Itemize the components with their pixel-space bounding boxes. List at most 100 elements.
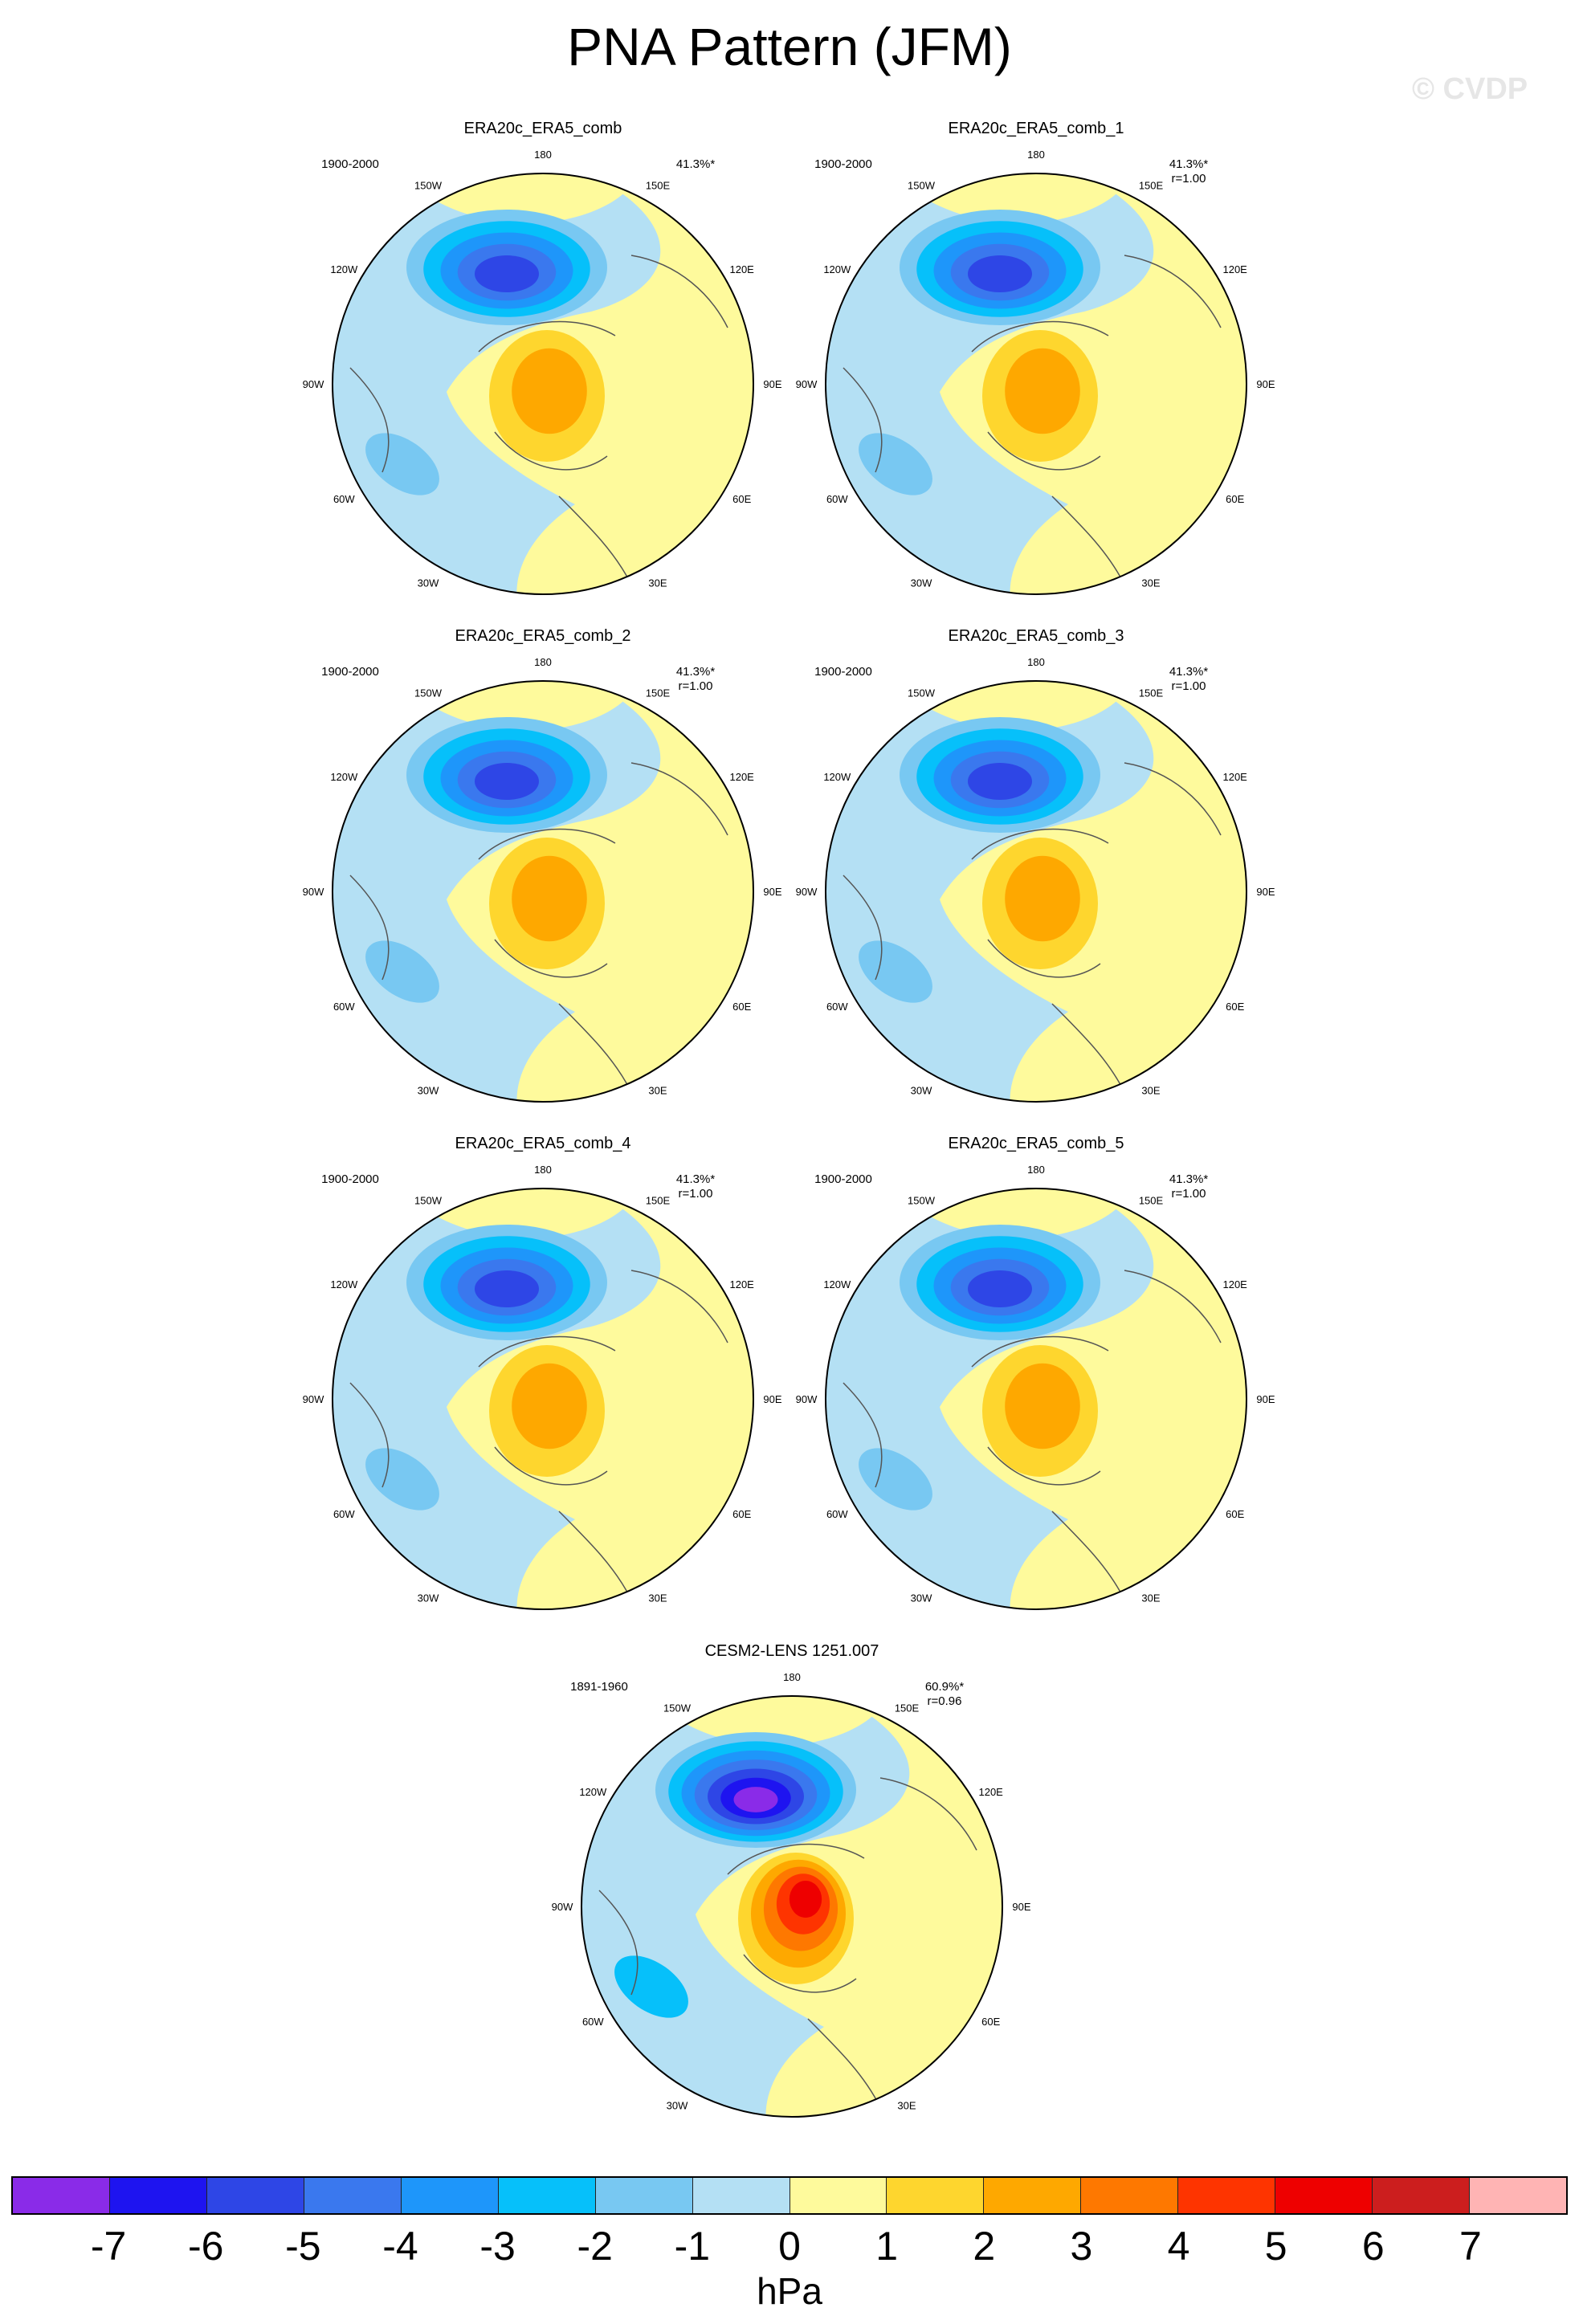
panel-percent-variance: 60.9%* <box>924 1680 965 1694</box>
longitude-label: 30E <box>648 577 667 589</box>
longitude-label: 30E <box>897 2100 916 2112</box>
longitude-label: 120E <box>729 1278 754 1290</box>
colorbar-tick-label: -3 <box>479 2224 516 2269</box>
contour-fill <box>512 1363 587 1449</box>
map-panel: ERA20c_ERA5_comb_3 1900-2000 41.3%* r=1.… <box>787 626 1285 1108</box>
map-boundary <box>332 680 754 1103</box>
longitude-label: 150E <box>1139 1194 1164 1206</box>
contour-fill <box>365 1448 439 1511</box>
longitude-label: 90W <box>303 886 324 898</box>
colorbar-tick-label: -5 <box>285 2224 321 2269</box>
longitude-label: 90W <box>303 378 324 390</box>
longitude-label: 90E <box>1012 1901 1030 1913</box>
coastline <box>843 1270 1222 1600</box>
longitude-label: 60E <box>1226 493 1244 505</box>
panel-percent-variance: 41.3%* <box>1169 665 1209 679</box>
colorbar-box <box>1178 2178 1276 2213</box>
longitude-label: 150W <box>414 1194 443 1206</box>
panel-percent-variance: 41.3%* <box>675 157 716 171</box>
colorbar-tick-label: 3 <box>1070 2224 1093 2269</box>
longitude-label: 30E <box>648 1592 667 1604</box>
contour-fill <box>631 1696 892 1746</box>
map-panel: ERA20c_ERA5_comb_4 1900-2000 41.3%* r=1.… <box>294 1134 792 1616</box>
colorbar-tick-label: -7 <box>90 2224 127 2269</box>
map-boundary <box>825 1188 1247 1610</box>
panel-correlation: r=1.00 <box>1171 1187 1206 1201</box>
contour-field <box>333 681 753 1102</box>
contour-fill <box>940 1189 1246 1609</box>
panel-correlation: r=1.00 <box>1171 679 1206 693</box>
contour-fill <box>512 855 587 942</box>
contour-fill <box>968 1270 1032 1308</box>
longitude-label: 120E <box>729 771 754 783</box>
longitude-label: 30E <box>1141 1592 1160 1604</box>
panel-correlation: r=0.96 <box>927 1694 962 1708</box>
longitude-label: 120W <box>823 263 851 275</box>
contour-fill <box>365 940 439 1003</box>
longitude-label: 180 <box>534 656 552 668</box>
coastline <box>843 762 1222 1093</box>
contour-field <box>826 173 1246 594</box>
colorbar-box <box>206 2178 304 2213</box>
colorbar-box <box>887 2178 985 2213</box>
longitude-label: 90W <box>796 1393 818 1405</box>
panel-correlation: r=1.00 <box>678 1187 713 1201</box>
colorbar-box <box>1373 2178 1471 2213</box>
colorbar-tick-label: -2 <box>577 2224 613 2269</box>
page-title: PNA Pattern (JFM) <box>567 17 1012 76</box>
contour-fill <box>968 255 1032 293</box>
longitude-label: 30W <box>667 2100 688 2112</box>
map-boundary <box>332 1188 754 1610</box>
polar-map: 180150E120E90E60E30E030W60W90W120W150W <box>796 149 1275 595</box>
colorbar-box <box>1081 2178 1179 2213</box>
contour-fill <box>512 348 587 434</box>
longitude-label: 90E <box>763 378 781 390</box>
longitude-label: 180 <box>1027 1164 1045 1176</box>
panel-percent-variance: 41.3%* <box>1169 1172 1209 1186</box>
longitude-label: 90W <box>552 1901 573 1913</box>
longitude-label: 30W <box>418 1085 439 1097</box>
longitude-label: 90E <box>763 1393 781 1405</box>
longitude-label: 150W <box>908 1194 936 1206</box>
longitude-label: 90W <box>796 886 818 898</box>
longitude-label: 60W <box>582 2016 604 2028</box>
map-boundary <box>332 173 754 595</box>
map-panel: ERA20c_ERA5_comb_1 1900-2000 41.3%* r=1.… <box>787 119 1285 601</box>
contour-fill <box>382 681 643 731</box>
contour-fill <box>859 433 932 495</box>
coastline <box>843 255 1222 585</box>
panel-title: ERA20c_ERA5_comb_3 <box>948 627 1124 645</box>
colorbar-tick-label: -1 <box>674 2224 711 2269</box>
panel-years: 1900-2000 <box>814 157 872 171</box>
longitude-label: 120E <box>729 263 754 275</box>
longitude-label: 180 <box>1027 149 1045 161</box>
colorbar-tick-label: -4 <box>382 2224 418 2269</box>
coastline <box>349 255 728 585</box>
watermark: © CVDP <box>1412 72 1528 106</box>
longitude-label: 30W <box>418 577 439 589</box>
colorbar-tick-label: 1 <box>875 2224 899 2269</box>
panel-percent-variance: 41.3%* <box>1169 157 1209 171</box>
panel-title: ERA20c_ERA5_comb_2 <box>455 627 631 645</box>
contour-field <box>581 1696 1002 2117</box>
longitude-label: 120E <box>978 1786 1003 1798</box>
longitude-label: 60E <box>981 2016 1000 2028</box>
map-boundary <box>825 173 1247 595</box>
contour-fill <box>875 681 1136 731</box>
map-boundary <box>825 680 1247 1103</box>
longitude-label: 180 <box>534 1164 552 1176</box>
longitude-label: 180 <box>783 1671 801 1683</box>
coastline <box>598 1777 977 2108</box>
longitude-label: 150E <box>646 687 671 699</box>
contour-fill <box>733 1787 778 1812</box>
colorbar-box <box>1470 2178 1566 2213</box>
panel-percent-variance: 41.3%* <box>675 1172 716 1186</box>
longitude-label: 150W <box>908 687 936 699</box>
colorbar-box <box>401 2178 499 2213</box>
contour-fill <box>875 1189 1136 1238</box>
longitude-label: 120W <box>823 1278 851 1290</box>
polar-map: 180150E120E90E60E30E030W60W90W120W150W <box>303 656 782 1103</box>
longitude-label: 30E <box>1141 577 1160 589</box>
panel-title: ERA20c_ERA5_comb <box>463 120 622 137</box>
longitude-label: 30W <box>911 1592 932 1604</box>
